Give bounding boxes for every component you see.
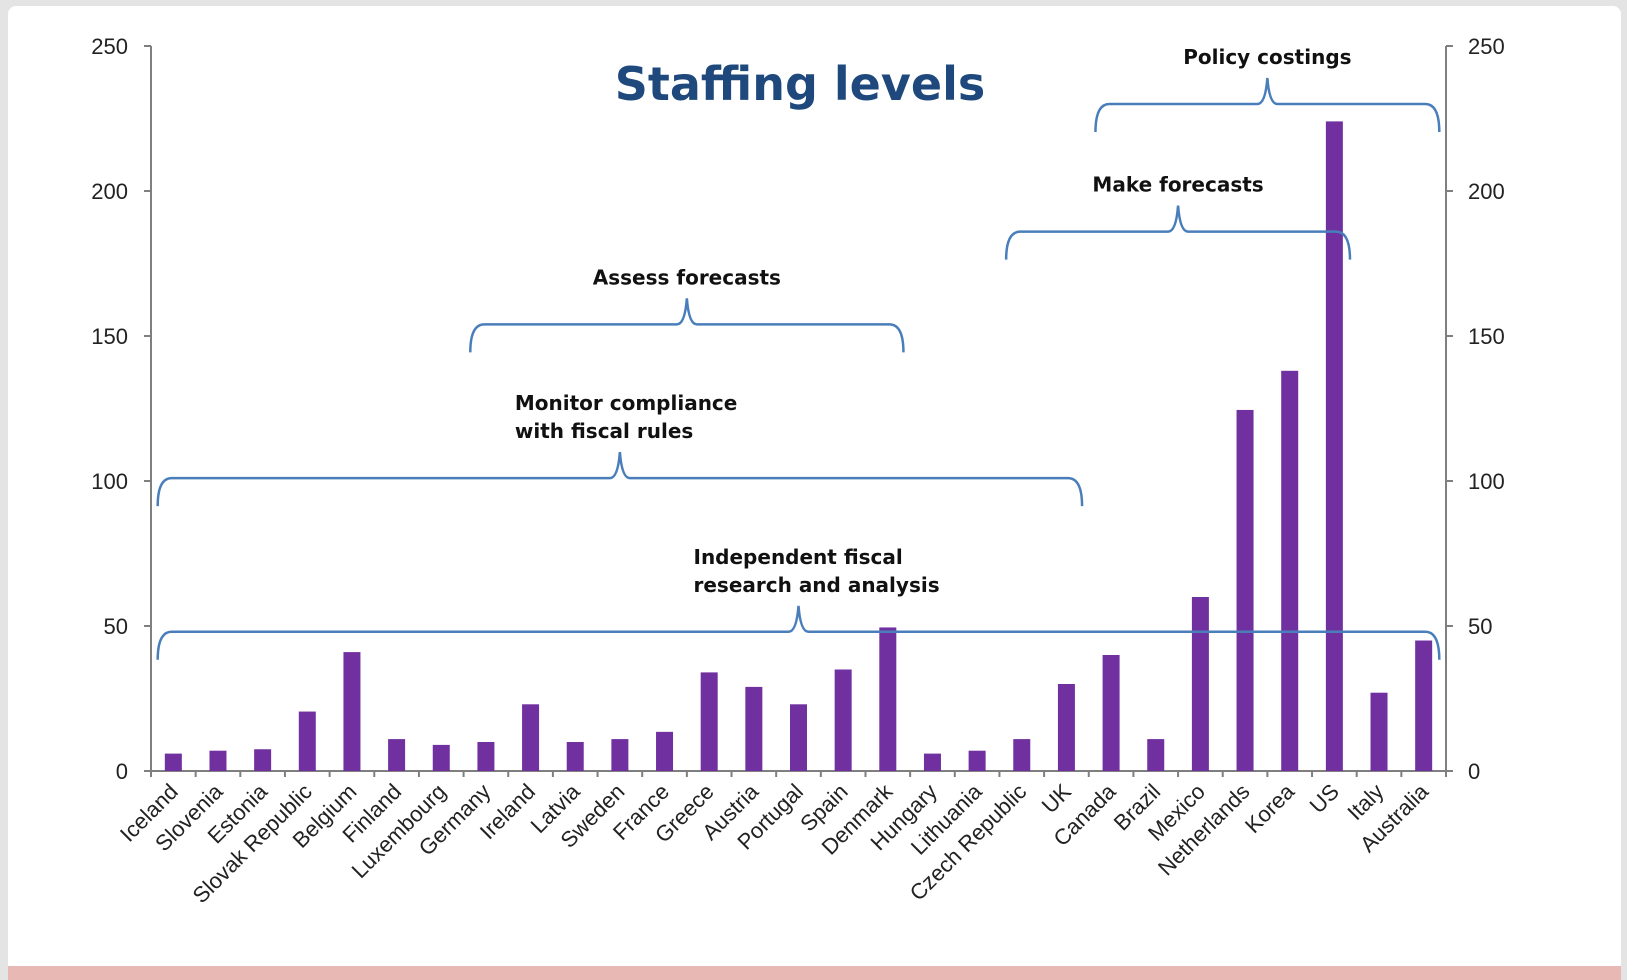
bar-netherlands bbox=[1236, 409, 1254, 771]
annotation-label: Make forecasts bbox=[1092, 173, 1263, 197]
y-tick-label: 200 bbox=[91, 179, 128, 204]
bar-ireland bbox=[522, 704, 540, 771]
annotation-brace bbox=[156, 452, 1084, 507]
bar-hungary bbox=[923, 753, 941, 771]
bar-italy bbox=[1370, 692, 1388, 771]
x-tick-label: Korea bbox=[1240, 778, 1300, 838]
y2-tick-label: 100 bbox=[1468, 469, 1505, 494]
bar-us bbox=[1325, 121, 1343, 771]
bar-czech-republic bbox=[1013, 739, 1031, 771]
annotation-brace bbox=[1004, 205, 1352, 260]
bar-slovak-republic bbox=[298, 711, 316, 771]
y-tick-label: 100 bbox=[91, 469, 128, 494]
y-tick-label: 0 bbox=[116, 759, 128, 784]
bar-korea bbox=[1281, 370, 1299, 771]
bar-slovenia bbox=[209, 750, 227, 771]
bar-mexico bbox=[1191, 597, 1209, 771]
bar-lithuania bbox=[968, 750, 986, 771]
bar-iceland bbox=[164, 753, 182, 771]
annotation-brace bbox=[156, 605, 1441, 660]
annotation-label: Monitor compliance bbox=[515, 391, 737, 415]
bar-luxembourg bbox=[432, 744, 450, 771]
annotation-label: Policy costings bbox=[1183, 45, 1351, 69]
staffing-bar-chart: Staffing levels 0 50 100 150 200 250 0 50 100 150… bbox=[91, 34, 1505, 908]
y-tick-label: 250 bbox=[91, 34, 128, 59]
bar-germany bbox=[477, 742, 495, 771]
y2-tick-label: 150 bbox=[1468, 324, 1505, 349]
y2-tick-label: 200 bbox=[1468, 179, 1505, 204]
bar-sweden bbox=[611, 739, 629, 771]
y2-tick-label: 0 bbox=[1468, 759, 1480, 784]
bar-finland bbox=[388, 739, 406, 771]
chart-title: Staffing levels bbox=[615, 57, 985, 111]
y2-tick-label: 250 bbox=[1468, 34, 1505, 59]
bar-france bbox=[656, 731, 674, 771]
slide-frame: Staffing levels 0 50 100 150 200 250 0 50 100 150… bbox=[8, 6, 1621, 980]
annotation-label: with fiscal rules bbox=[515, 419, 693, 443]
bar-spain bbox=[834, 669, 852, 771]
x-tick-label: US bbox=[1305, 779, 1344, 818]
bar-canada bbox=[1102, 655, 1120, 771]
y-tick-label: 50 bbox=[104, 614, 128, 639]
bar-brazil bbox=[1147, 739, 1165, 771]
annotation-brace bbox=[469, 298, 905, 353]
bar-belgium bbox=[343, 652, 361, 771]
y-tick-label: 150 bbox=[91, 324, 128, 349]
footer-band bbox=[8, 966, 1621, 980]
bar-portugal bbox=[790, 704, 807, 771]
annotation-label: Independent fiscal bbox=[694, 545, 903, 569]
annotation-brace bbox=[1094, 77, 1441, 133]
bar-estonia bbox=[254, 749, 272, 771]
bar-australia bbox=[1415, 640, 1433, 771]
bar-uk bbox=[1057, 684, 1075, 771]
bar-denmark bbox=[879, 627, 897, 771]
annotation-label: research and analysis bbox=[694, 573, 940, 597]
annotation-label: Assess forecasts bbox=[593, 265, 781, 289]
bar-austria bbox=[745, 686, 763, 771]
bar-greece bbox=[700, 672, 718, 771]
bar-latvia bbox=[566, 742, 584, 771]
y2-tick-label: 50 bbox=[1468, 614, 1492, 639]
